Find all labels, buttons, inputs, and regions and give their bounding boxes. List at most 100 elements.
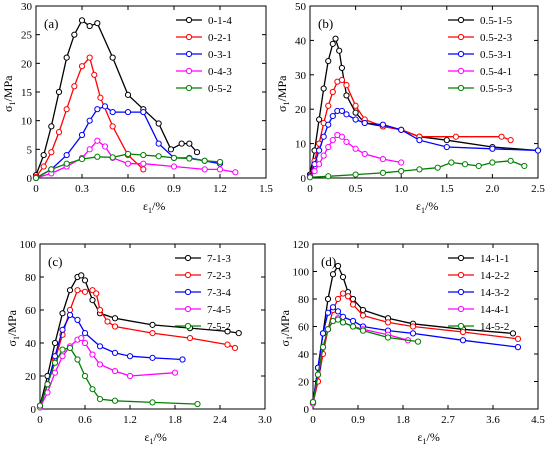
y-tick-label: 60 (25, 305, 37, 317)
legend-label: 7-5-2 (207, 321, 231, 333)
data-point (339, 313, 347, 320)
y-axis-label: σ1/MPa (1, 75, 17, 112)
data-point (59, 353, 66, 360)
data-point (89, 297, 96, 304)
data-point (186, 140, 193, 147)
legend-label: 0.5-1-5 (480, 15, 513, 27)
data-point (325, 57, 332, 65)
legend-marker (457, 84, 465, 92)
data-point (124, 160, 132, 167)
legend-marker (457, 254, 465, 262)
y-tick-label: 40 (295, 35, 307, 47)
data-point (409, 323, 417, 330)
data-point (97, 94, 104, 101)
data-point (336, 47, 343, 54)
data-point (78, 155, 86, 163)
data-point (167, 146, 175, 153)
data-point (325, 173, 332, 180)
data-point (140, 108, 147, 116)
data-point (329, 304, 337, 311)
data-point (51, 369, 59, 376)
legend-marker (457, 33, 465, 41)
x-tick-label: 1.5 (259, 183, 273, 195)
data-point (40, 163, 47, 170)
data-point (155, 140, 162, 147)
x-axis-label: ε1/% (416, 199, 438, 215)
data-point (155, 153, 162, 160)
data-point (352, 109, 359, 116)
data-point (149, 330, 156, 337)
data-point (409, 330, 417, 337)
panel-label: (b) (318, 16, 333, 31)
data-point (338, 64, 346, 72)
plot-frame (309, 5, 539, 179)
data-point (101, 103, 109, 110)
legend-marker (185, 67, 193, 75)
data-point (352, 171, 359, 178)
data-point (359, 312, 367, 319)
data-point (74, 356, 81, 363)
legend-label: 14-3-2 (480, 287, 509, 299)
legend-marker (184, 254, 192, 262)
data-point (55, 129, 63, 136)
data-point (352, 102, 359, 109)
data-point (316, 161, 323, 168)
data-point (51, 359, 59, 366)
y-tick-label: 0 (301, 173, 307, 185)
data-point (89, 351, 96, 358)
data-point (349, 301, 357, 308)
data-point (124, 108, 132, 116)
x-tick-label: 0.9 (167, 183, 181, 195)
y-axis-label: σ1/MPa (275, 75, 291, 112)
data-point (86, 146, 93, 153)
data-point (452, 133, 460, 140)
data-point (434, 164, 441, 171)
data-point (509, 330, 517, 337)
data-point (109, 108, 116, 116)
data-point (232, 169, 239, 176)
data-point (59, 310, 66, 317)
x-tick-label: 0.6 (121, 183, 135, 195)
data-point (111, 323, 119, 330)
x-tick-label: 0.3 (75, 183, 89, 195)
y-tick-label: 100 (293, 267, 310, 279)
y-tick-label: 20 (25, 371, 37, 383)
data-point (78, 334, 85, 342)
y-tick-label: 30 (21, 1, 33, 13)
data-point (59, 346, 66, 353)
data-point (216, 158, 224, 166)
x-tick-label: 3.0 (258, 414, 272, 426)
data-point (81, 339, 89, 347)
data-point (329, 317, 337, 325)
data-point (74, 287, 81, 294)
legend-marker (185, 50, 193, 58)
legend-label: 7-1-3 (207, 253, 231, 265)
x-tick-label: 3.6 (486, 414, 500, 426)
data-point (201, 166, 208, 173)
data-point (316, 147, 323, 154)
data-point (78, 17, 86, 24)
x-tick-label: 1.2 (123, 414, 137, 426)
chart-panel-0: 0 0.3 0.6 0.9 1.2 1.5 0 5 10 15 20 25 30 ε1/% σ1/MPa (a… (1, 1, 273, 215)
data-point (319, 330, 327, 337)
data-point (109, 154, 116, 161)
data-point (66, 306, 74, 314)
data-point (186, 155, 193, 162)
data-point (338, 76, 346, 84)
data-point (334, 308, 342, 315)
data-point (398, 168, 405, 175)
data-point (443, 143, 450, 151)
data-point (81, 277, 89, 284)
legend-marker (457, 305, 465, 313)
data-point (344, 293, 352, 300)
data-point (329, 88, 336, 96)
legend-marker (457, 288, 465, 296)
data-point (111, 397, 119, 404)
data-point (126, 372, 134, 380)
data-point (55, 88, 63, 96)
data-point (63, 160, 70, 167)
data-point (329, 40, 336, 47)
y-tick-label: 15 (21, 87, 33, 99)
data-point (448, 159, 455, 166)
